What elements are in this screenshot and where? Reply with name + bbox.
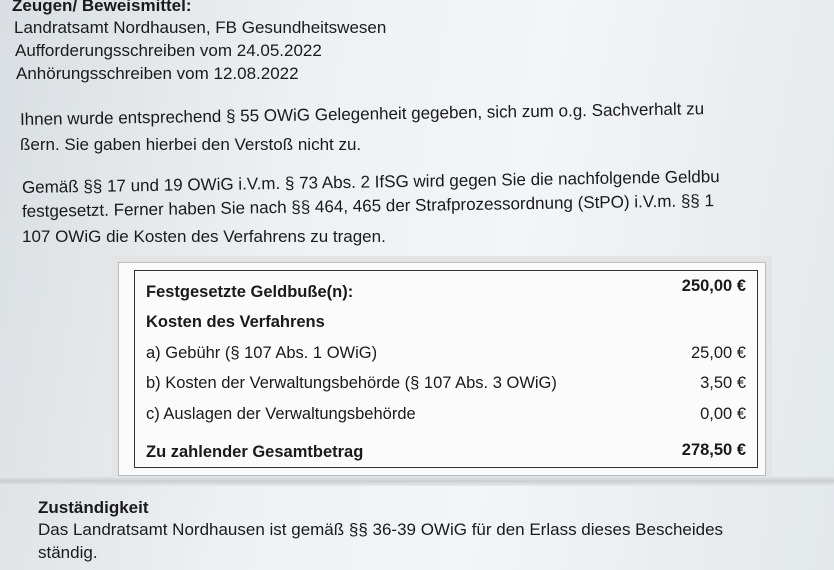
cost-item-amount: 25,00 € bbox=[690, 344, 746, 362]
witness-line: Anhörungsschreiben vom 12.08.2022 bbox=[16, 64, 299, 83]
witness-line: Landratsamt Nordhausen, FB Gesundheitswe… bbox=[14, 18, 387, 37]
witness-line: Aufforderungsschreiben vom 24.05.2022 bbox=[15, 41, 322, 60]
witness-heading: Zeugen/ Beweismittel: bbox=[12, 0, 192, 15]
costs-heading: Kosten des Verfahrens bbox=[146, 313, 325, 331]
jurisdiction-heading: Zuständigkeit bbox=[38, 498, 149, 517]
jurisdiction-line: Das Landratsamt Nordhausen ist gemäß §§ … bbox=[38, 520, 724, 539]
fine-label: Festgesetzte Geldbuße(n): bbox=[146, 283, 354, 301]
total-amount: 278,50 € bbox=[681, 441, 746, 459]
cost-table bbox=[134, 270, 758, 468]
cost-item-row: b) Kosten der Verwaltungsbehörde (§ 107 … bbox=[146, 373, 750, 393]
total-row: Zu zahlender Gesamtbetrag 278,50 € bbox=[146, 441, 750, 462]
cost-item-amount: 3,50 € bbox=[700, 374, 746, 392]
jurisdiction-line: ständig. bbox=[38, 543, 98, 562]
cost-item-amount: 0,00 € bbox=[700, 405, 746, 423]
cost-item-row: a) Gebühr (§ 107 Abs. 1 OWiG) 25,00 € bbox=[146, 343, 750, 363]
fine-row: Festgesetzte Geldbuße(n): 250,00 € bbox=[146, 277, 750, 302]
cost-item-row: c) Auslagen der Verwaltungsbehörde 0,00 … bbox=[146, 404, 750, 424]
cost-item-label: a) Gebühr (§ 107 Abs. 1 OWiG) bbox=[146, 344, 378, 362]
total-label: Zu zahlender Gesamtbetrag bbox=[146, 443, 364, 461]
paper-fold bbox=[0, 476, 834, 486]
paragraph-line: ßern. Sie gaben hierbei den Verstoß nich… bbox=[20, 135, 362, 154]
cost-item-label: b) Kosten der Verwaltungsbehörde (§ 107 … bbox=[146, 374, 557, 392]
fine-amount: 250,00 € bbox=[681, 277, 746, 295]
paragraph-line: Ihnen wurde entsprechend § 55 OWiG Geleg… bbox=[19, 99, 705, 129]
cost-table-frame bbox=[118, 262, 766, 476]
paragraph-line: 107 OWiG die Kosten des Verfahrens zu tr… bbox=[22, 227, 386, 246]
cost-item-label: c) Auslagen der Verwaltungsbehörde bbox=[146, 405, 416, 423]
